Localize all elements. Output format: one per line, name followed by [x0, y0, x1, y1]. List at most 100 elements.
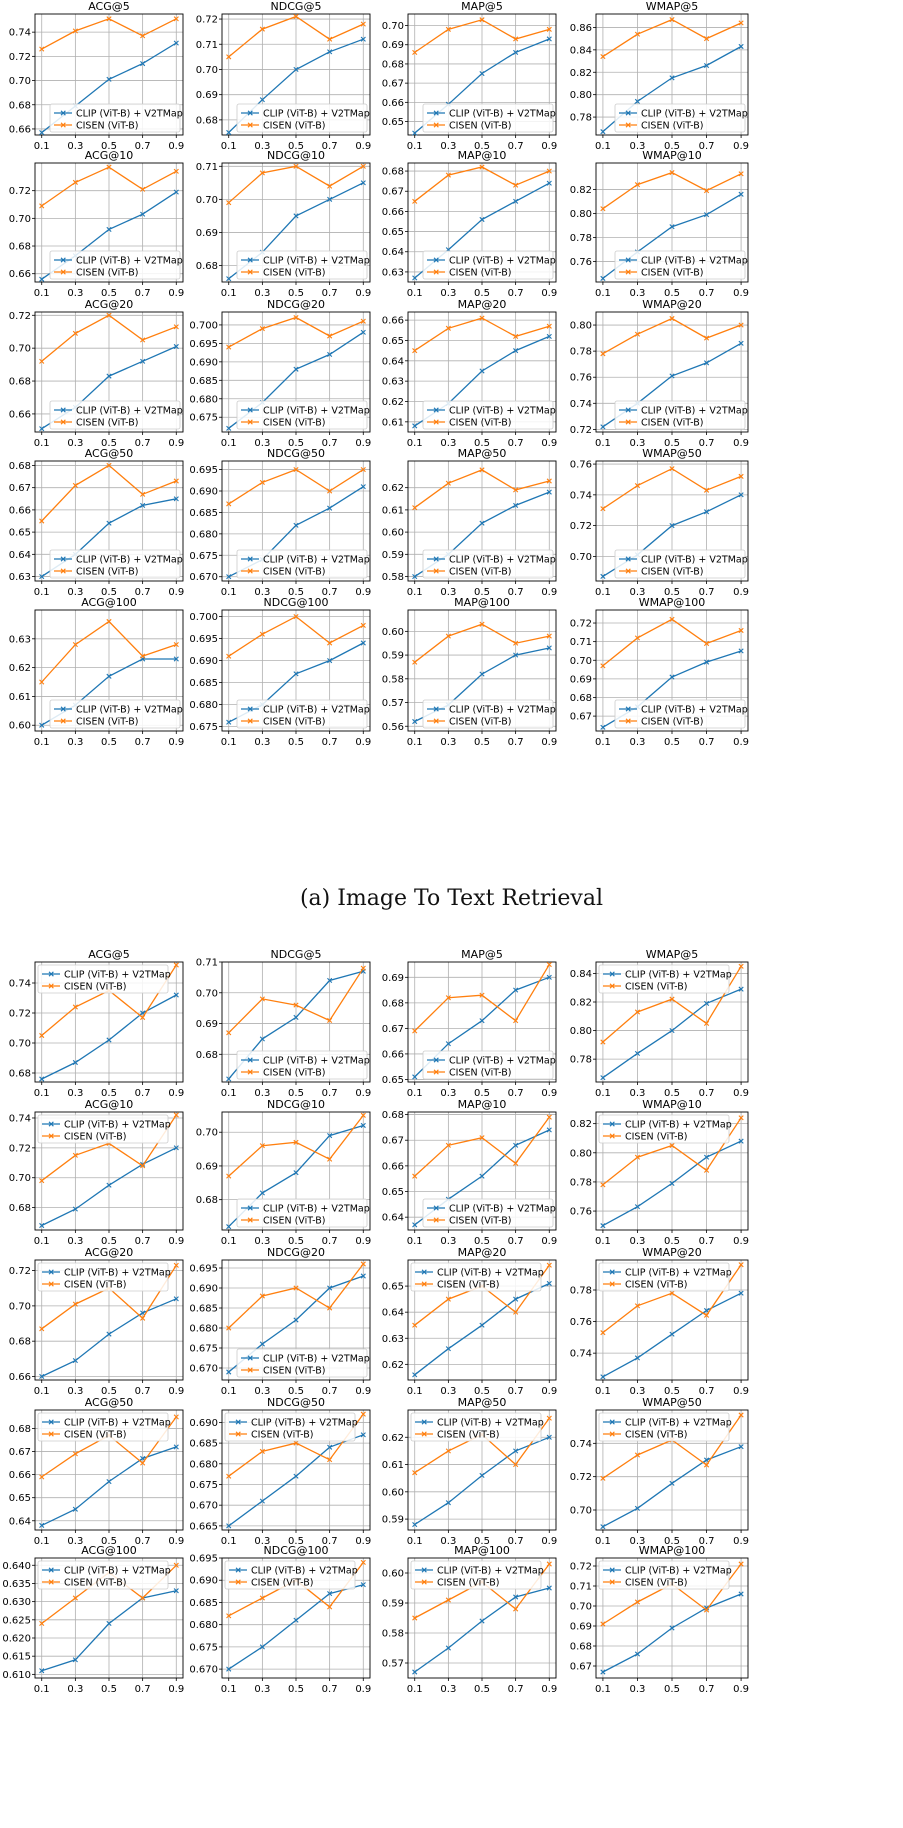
legend-swatch-marker — [235, 1419, 241, 1425]
caption-image-to-text: (a) Image To Text Retrieval — [299, 886, 604, 911]
data-point-cisen — [738, 171, 744, 177]
data-point-clip-v2tmap — [669, 224, 675, 230]
data-point-cisen — [259, 1143, 265, 1149]
legend-box — [422, 549, 554, 579]
data-point-cisen — [39, 1032, 45, 1039]
y-tick-label: 0.680 — [189, 1620, 218, 1631]
data-point-clip-v2tmap — [39, 573, 45, 580]
y-tick-label: 0.66 — [382, 207, 404, 218]
y-tick-label: 0.67 — [382, 1136, 404, 1147]
x-tick-label: 0.5 — [474, 1088, 490, 1099]
data-point-cisen — [106, 312, 112, 318]
y-tick-label: 0.66 — [9, 505, 31, 516]
legend-box — [422, 250, 554, 280]
data-point-cisen — [445, 1597, 451, 1603]
data-point-cisen — [669, 170, 675, 176]
data-point-cisen — [140, 653, 146, 659]
legend-swatch-marker — [235, 1431, 241, 1437]
legend-label-cisen: CISEN (ViT-B) — [625, 982, 687, 993]
data-point-clip-v2tmap — [293, 66, 299, 73]
legend-swatch-marker — [433, 1069, 439, 1075]
legend-label-clip-v2tmap: CLIP (ViT-B) + V2TMap — [449, 256, 556, 267]
legend-swatch-marker — [235, 1579, 241, 1585]
legend-label-cisen: CISEN (ViT-B) — [437, 1280, 499, 1291]
y-tick-label: 0.625 — [2, 1615, 31, 1626]
legend-box — [37, 1114, 169, 1144]
y-tick-label: 0.60 — [382, 1487, 404, 1498]
y-tick-label: 0.64 — [382, 1213, 404, 1224]
data-point-cisen — [327, 488, 333, 494]
legend-label-clip-v2tmap: CLIP (ViT-B) + V2TMap — [625, 1268, 732, 1279]
data-point-cisen — [513, 182, 519, 188]
x-tick-label: 0.1 — [595, 1088, 611, 1099]
y-tick-label: 0.695 — [189, 634, 218, 645]
data-point-cisen — [412, 659, 418, 665]
x-tick-label: 0.9 — [541, 141, 557, 152]
data-point-cisen — [293, 13, 299, 20]
legend-label-clip-v2tmap: CLIP (ViT-B) + V2TMap — [263, 555, 370, 566]
x-tick-label: 0.9 — [541, 1684, 557, 1695]
x-tick-label: 0.3 — [254, 1684, 270, 1695]
data-point-cisen — [634, 31, 641, 37]
legend-swatch-marker — [48, 1281, 54, 1287]
y-tick-label: 0.70 — [196, 65, 218, 76]
legend-box — [224, 1412, 356, 1442]
legend-swatch-marker — [609, 1567, 615, 1573]
x-tick-label: 0.7 — [699, 587, 715, 598]
data-point-cisen — [412, 348, 418, 354]
data-point-cisen — [140, 33, 146, 39]
legend-box — [598, 1560, 730, 1590]
data-point-cisen — [703, 487, 710, 493]
y-tick-label: 0.80 — [570, 90, 592, 101]
x-tick-label: 0.7 — [699, 1684, 715, 1695]
y-tick-label: 0.76 — [570, 460, 592, 471]
legend-swatch-marker — [609, 1419, 615, 1425]
y-tick-label: 0.675 — [189, 551, 218, 562]
legend-label-clip-v2tmap: CLIP (ViT-B) + V2TMap — [263, 1056, 370, 1067]
data-point-clip-v2tmap — [226, 1224, 232, 1230]
data-point-cisen — [634, 331, 641, 337]
legend-swatch-marker — [48, 1121, 54, 1127]
legend-box — [422, 1050, 554, 1080]
data-point-cisen — [546, 633, 552, 639]
legend-swatch-marker — [48, 1133, 54, 1139]
subplot-title: MAP@10 — [458, 149, 507, 162]
data-point-clip-v2tmap — [173, 992, 179, 998]
legend-swatch-marker — [433, 110, 439, 116]
y-tick-label: 0.64 — [382, 356, 404, 367]
legend-label-cisen: CISEN (ViT-B) — [449, 121, 511, 132]
legend-label-cisen: CISEN (ViT-B) — [449, 268, 511, 279]
data-point-clip-v2tmap — [259, 1341, 265, 1347]
data-point-clip-v2tmap — [140, 1310, 146, 1316]
y-tick-label: 0.72 — [570, 619, 592, 630]
y-tick-label: 0.82 — [570, 68, 592, 79]
data-point-cisen — [546, 1262, 552, 1268]
data-point-clip-v2tmap — [360, 1582, 366, 1588]
data-point-clip-v2tmap — [293, 213, 299, 219]
data-point-clip-v2tmap — [140, 1455, 146, 1462]
data-point-cisen — [259, 26, 265, 32]
y-tick-label: 0.630 — [2, 1597, 31, 1608]
x-tick-label: 0.7 — [699, 141, 715, 152]
data-point-cisen — [513, 640, 519, 646]
x-tick-label: 0.1 — [595, 1386, 611, 1397]
data-point-clip-v2tmap — [412, 130, 418, 136]
x-tick-label: 0.7 — [508, 1536, 524, 1547]
data-point-cisen — [106, 462, 112, 469]
x-tick-label: 0.5 — [101, 141, 117, 152]
data-point-clip-v2tmap — [226, 276, 232, 282]
data-point-cisen — [412, 1322, 418, 1328]
x-tick-label: 0.5 — [664, 1536, 680, 1547]
data-point-cisen — [600, 351, 606, 357]
data-point-clip-v2tmap — [669, 674, 675, 680]
data-point-clip-v2tmap — [293, 1170, 299, 1176]
x-tick-label: 0.5 — [288, 438, 304, 449]
data-point-clip-v2tmap — [445, 1645, 451, 1651]
